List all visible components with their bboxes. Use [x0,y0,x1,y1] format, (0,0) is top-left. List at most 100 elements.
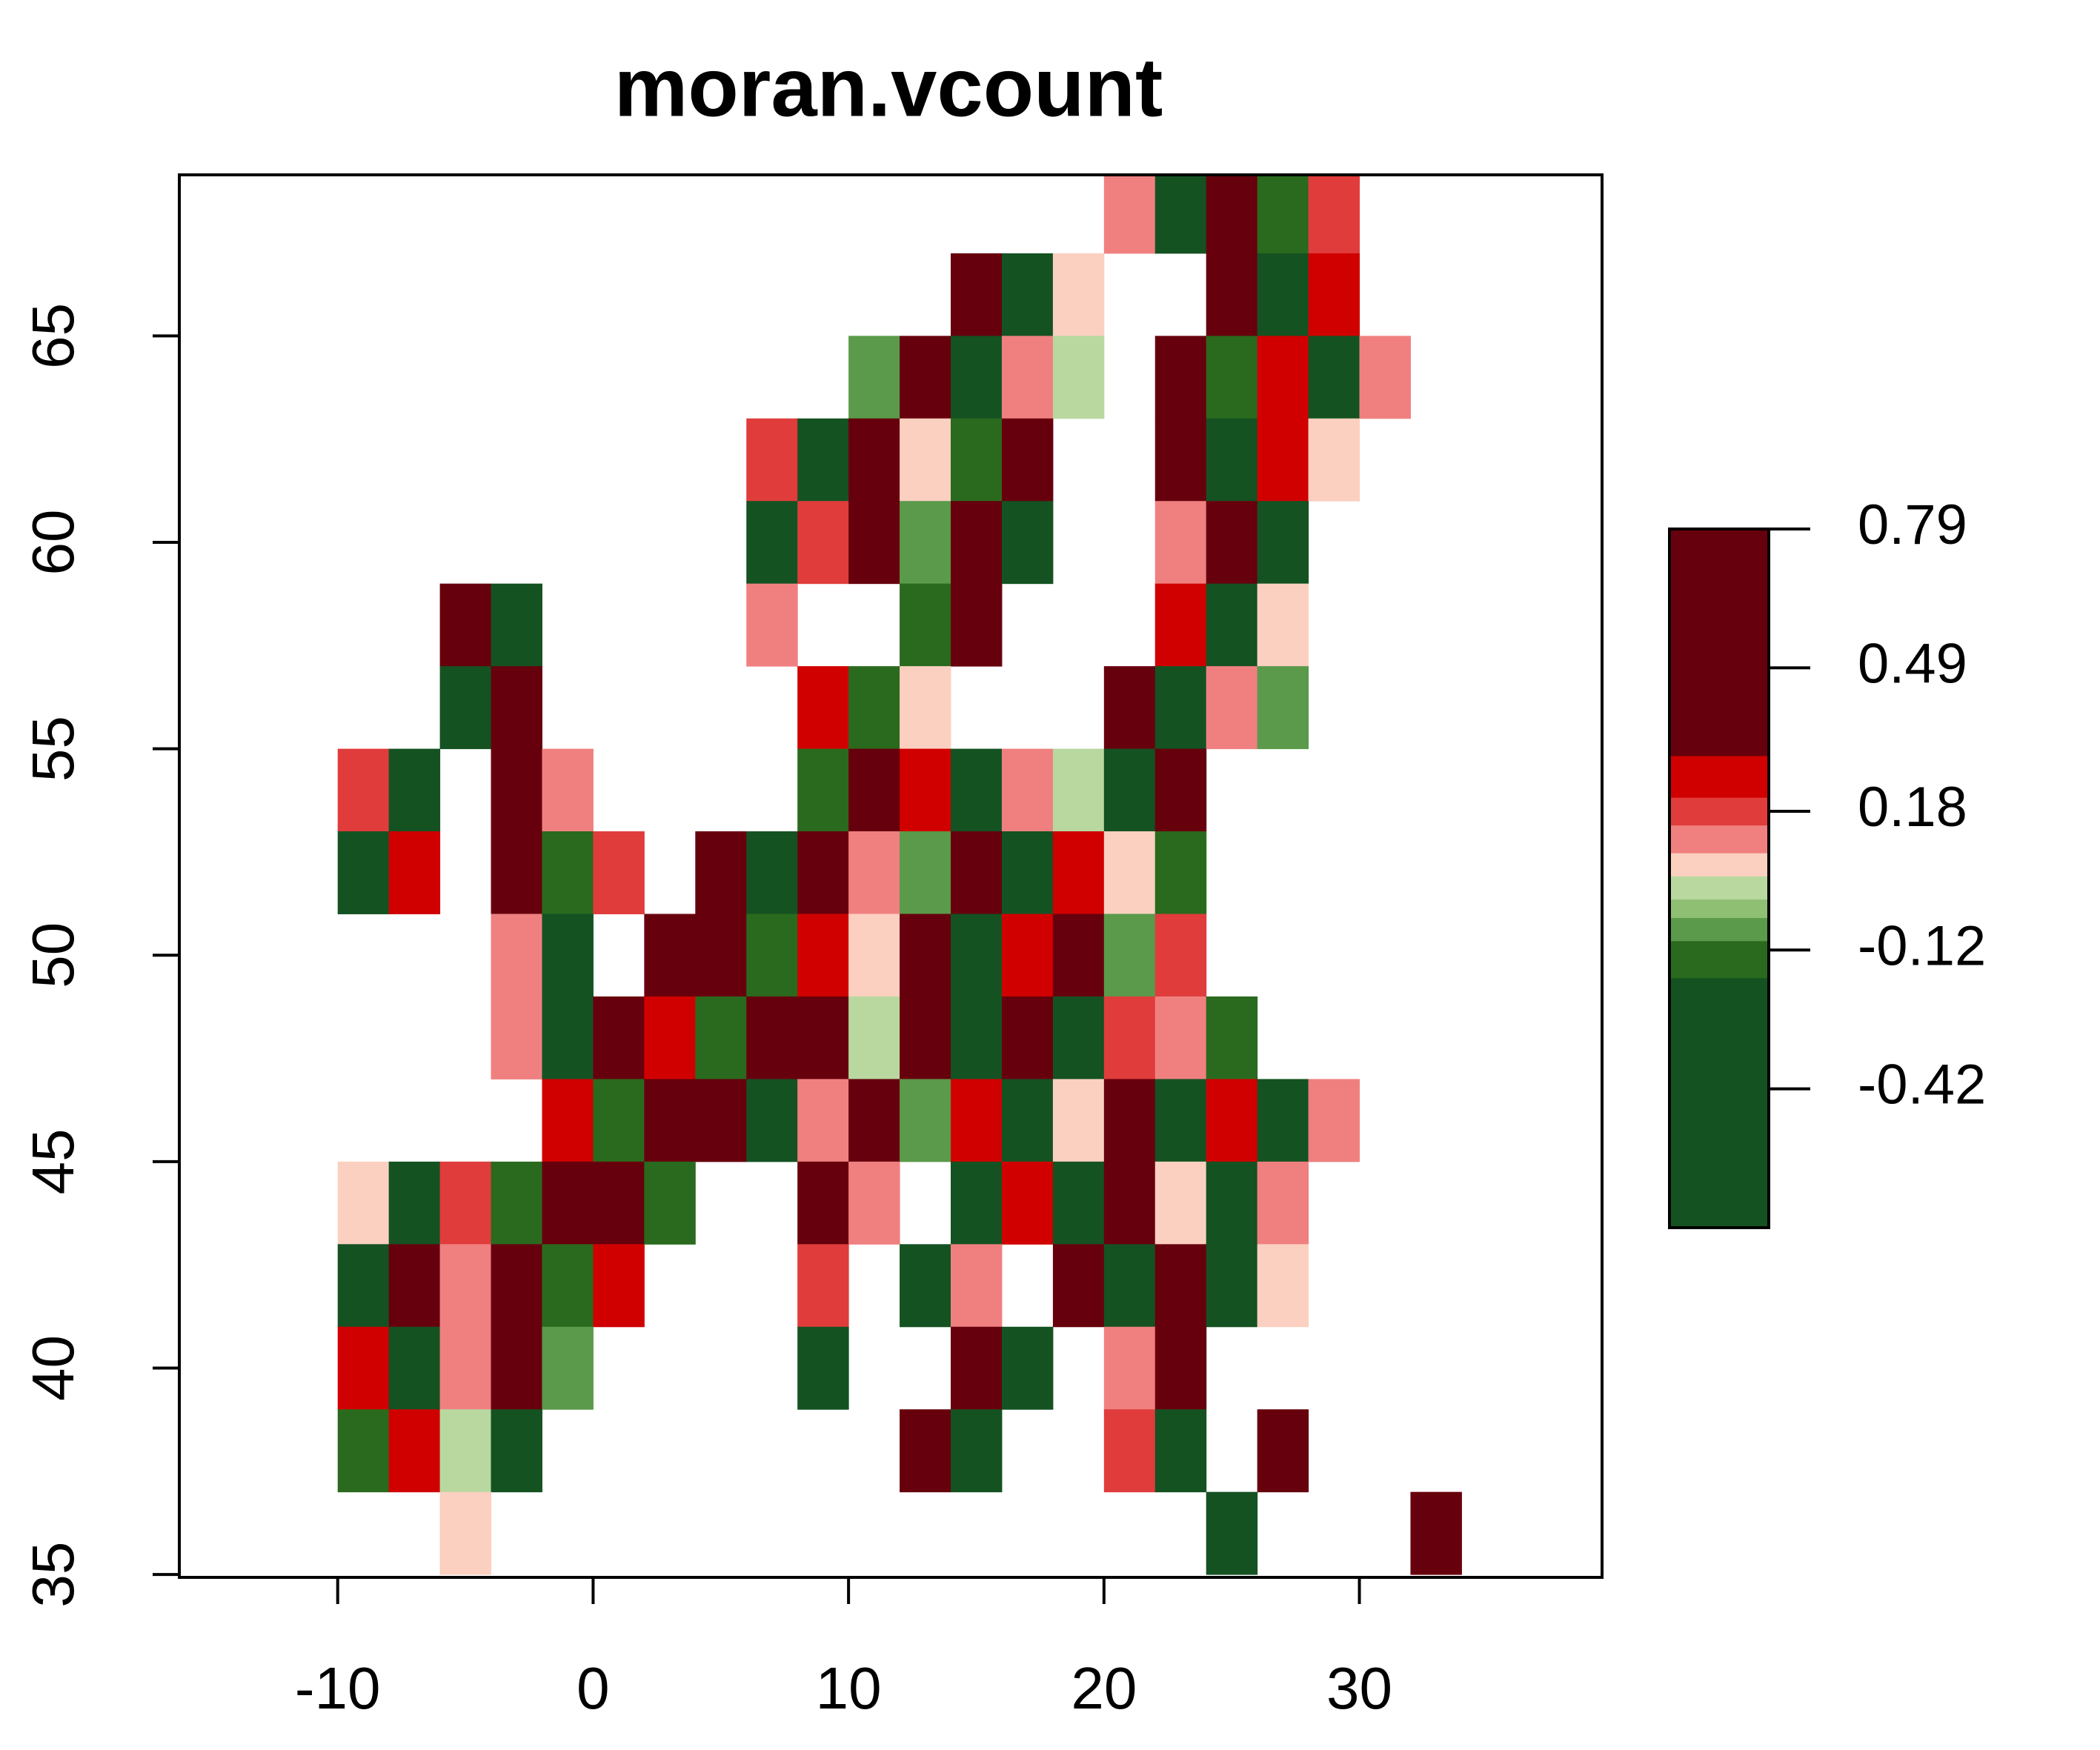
raster-cell [797,1244,849,1328]
raster-cell [746,583,798,667]
legend-band [1669,917,1769,942]
raster-cell [1001,336,1054,419]
raster-cell [337,831,390,914]
raster-cell [644,914,696,997]
raster-cell [848,831,900,914]
raster-cell [951,253,1003,336]
raster-cell [439,1244,492,1328]
raster-cell [746,914,798,997]
raster-cell [1001,253,1054,336]
legend-band [1669,825,1769,854]
legend-tick-label: 0.18 [1858,776,1967,839]
legend-band [1669,940,1769,979]
raster-cell [491,666,542,750]
raster-cell [1206,175,1258,254]
legend-band [1669,977,1769,1228]
raster-cell [848,996,900,1079]
raster-cell [1103,748,1156,832]
raster-cell [797,418,849,502]
raster-cell [542,914,594,997]
raster-cell [1001,418,1054,502]
raster-cell [848,914,900,997]
legend-tick-label: -0.12 [1858,914,1986,977]
raster-cell [1103,1326,1156,1410]
y-tick-label: 55 [20,716,86,782]
raster-cell [542,1161,594,1245]
raster-cell [491,748,542,832]
raster-cell [1001,1161,1054,1245]
raster-cell [388,1326,441,1410]
raster-cell [337,1409,390,1493]
y-tick-label: 60 [20,509,86,575]
raster-cell [1001,1079,1054,1162]
legend-band [1669,853,1769,876]
raster-cell [491,1161,542,1245]
raster-cell [1154,1326,1207,1410]
raster-cell [951,336,1003,419]
raster-cell [951,748,1003,832]
raster-cell [848,748,900,832]
raster-cell [593,1079,645,1162]
raster-cell [797,1079,849,1162]
raster-cell [746,501,798,585]
x-tick-label: 10 [816,1655,882,1721]
raster-cell [1052,336,1105,419]
raster-cell [593,831,645,914]
raster-cell [951,1244,1003,1328]
raster-cell [1103,996,1156,1079]
raster-cell [1154,501,1207,585]
raster-cell [1410,1491,1462,1575]
raster-cell [746,996,798,1079]
legend-frame [1668,528,1770,1229]
raster-cell [1257,175,1309,254]
raster-cell [1206,1161,1258,1245]
raster-cell [388,1409,441,1493]
raster-cell [1001,831,1054,914]
raster-cell [1154,748,1207,832]
raster-cell [491,831,542,914]
raster-cell [900,1079,951,1162]
raster-cell [900,748,951,832]
raster-cell [593,1244,645,1328]
raster-cell [491,914,542,997]
raster-cell [1308,336,1360,419]
x-tick-label: 20 [1071,1655,1137,1721]
raster-cell [848,1161,900,1245]
raster-cell [695,914,747,997]
raster-cell [797,748,849,832]
raster-cell [848,1079,900,1162]
raster-cell [1001,501,1054,585]
raster-cell [951,831,1003,914]
raster-cell [337,1161,390,1245]
legend-band [1669,876,1769,900]
raster-cell [1052,1079,1105,1162]
raster-cell [1308,1079,1360,1162]
raster-cell [1154,583,1207,667]
raster-cell [951,1161,1003,1245]
raster-cell [593,1161,645,1245]
raster-cell [542,831,594,914]
raster-cell [1052,748,1105,832]
raster-cell [644,1079,696,1162]
raster-cell [1103,914,1156,997]
raster-cell [951,996,1003,1079]
raster-cell [951,583,1003,667]
raster-cell [797,501,849,585]
raster-cell [1103,666,1156,750]
raster-cell [1308,418,1360,502]
y-tick-label: 50 [20,922,86,988]
raster-cell [491,1326,542,1410]
raster-cell [491,996,542,1079]
raster-cell [1052,996,1105,1079]
raster-cell [1103,1244,1156,1328]
raster-cell [1206,1491,1258,1575]
raster-cell [797,914,849,997]
raster-cell [1206,1079,1258,1162]
legend-band [1669,529,1769,756]
raster-cell [1206,501,1258,585]
raster-cell [848,501,900,585]
raster-cell [1308,175,1360,254]
legend-band [1669,899,1769,919]
raster-cell [746,831,798,914]
raster-cell [900,583,951,667]
